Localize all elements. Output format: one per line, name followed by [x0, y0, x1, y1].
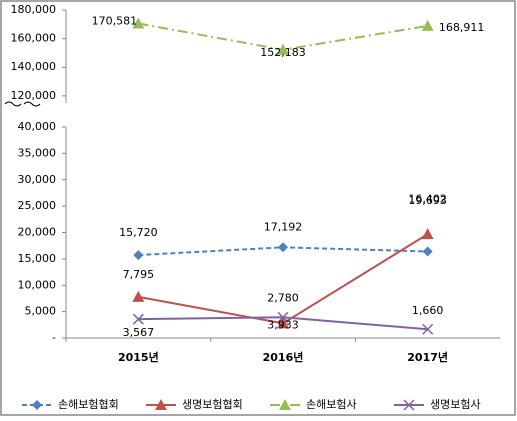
y-tick-label: 40,000 — [18, 120, 57, 133]
y-tick-label: 10,000 — [18, 278, 57, 291]
x-tick-label: 2015년 — [118, 350, 159, 364]
point-marker — [277, 317, 289, 329]
data-label: 3,567 — [123, 326, 155, 339]
point-marker — [32, 400, 42, 410]
point-marker — [132, 17, 145, 29]
point-marker — [422, 246, 433, 257]
data-label: 168,911 — [439, 21, 485, 34]
data-label: 15,720 — [119, 226, 158, 239]
y-tick-label: 120,000 — [11, 89, 57, 102]
point-marker — [421, 19, 434, 31]
y-tick-label: 140,000 — [11, 60, 57, 73]
legend-label: 생명보험협회 — [182, 398, 243, 411]
point-marker — [278, 242, 288, 253]
data-label: 7,795 — [123, 268, 155, 281]
y-tick-label: 25,000 — [18, 199, 57, 212]
data-label: 170,581 — [92, 14, 138, 27]
data-label: 17,192 — [264, 220, 303, 233]
point-marker — [422, 323, 434, 335]
data-label: 16,402 — [408, 192, 447, 205]
point-marker — [132, 313, 144, 325]
data-label: 2,780 — [267, 291, 299, 304]
point-marker — [277, 43, 289, 55]
point-marker — [277, 311, 289, 323]
data-label: 152,183 — [260, 46, 306, 59]
data-label: 3,933 — [267, 318, 299, 331]
legend-label: 손해보험사 — [306, 397, 357, 411]
point-marker — [403, 399, 415, 411]
y-tick-label: 30,000 — [18, 173, 57, 186]
axis-break — [4, 101, 41, 107]
point-marker — [133, 250, 144, 261]
point-marker — [279, 399, 291, 410]
y-tick-label: 5,000 — [25, 305, 57, 318]
data-label: 1,660 — [412, 304, 444, 317]
x-tick-label: 2017년 — [407, 350, 448, 364]
point-marker — [155, 399, 167, 410]
y-tick-label: 180,000 — [11, 3, 57, 16]
legend-label: 생명보험사 — [430, 398, 481, 411]
data-label: 19,693 — [408, 194, 447, 207]
point-marker — [421, 228, 434, 240]
y-tick-label: - — [52, 331, 56, 344]
y-tick-label: 20,000 — [18, 226, 57, 239]
x-tick-label: 2016년 — [263, 350, 304, 364]
y-tick-label: 35,000 — [18, 146, 57, 159]
point-marker — [132, 290, 145, 302]
y-tick-label: 15,000 — [18, 252, 57, 265]
y-tick-label: 160,000 — [11, 32, 57, 45]
legend-label: 손해보험협회 — [58, 397, 119, 411]
